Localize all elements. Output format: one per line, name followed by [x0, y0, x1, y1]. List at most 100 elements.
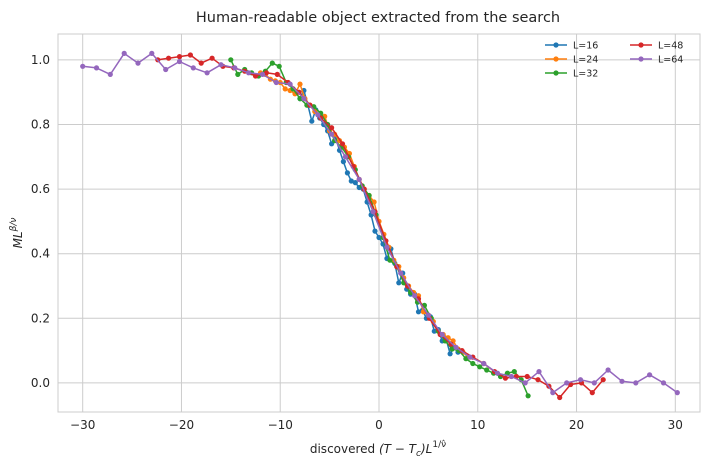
- x-tick-label: −20: [169, 418, 194, 432]
- data-point-l48: [263, 70, 269, 76]
- legend-label: L=32: [573, 69, 598, 80]
- data-point-l64: [149, 50, 155, 57]
- data-point-l64: [342, 154, 348, 160]
- legend-entry-l48: L=48: [630, 41, 683, 52]
- data-point-l64: [536, 369, 542, 375]
- grid: [58, 34, 700, 412]
- data-point-l16: [376, 234, 382, 241]
- data-point-l64: [522, 380, 528, 386]
- legend: L=16 L=24 L=32 L=48 L=64: [545, 41, 683, 80]
- legend-label: L=24: [573, 55, 598, 66]
- data-point-l48: [176, 54, 183, 60]
- data-point-l16: [372, 228, 378, 234]
- data-point-l32: [484, 367, 490, 373]
- x-axis-label: discovered (T − Tc)L1/ν̂: [310, 439, 446, 459]
- data-point-l64: [591, 380, 597, 386]
- data-point-l48: [339, 141, 346, 147]
- x-tick-label: 20: [569, 418, 584, 432]
- data-point-l64: [204, 70, 210, 76]
- data-point-l64: [619, 378, 625, 384]
- data-point-l48: [166, 55, 172, 61]
- y-axis-label: MLβ/ν: [9, 218, 25, 249]
- legend-entry-l24: L=24: [545, 55, 598, 66]
- y-tick-label: 0.2: [31, 311, 50, 325]
- data-point-l64: [647, 372, 653, 378]
- y-tick-label: 0.8: [31, 117, 50, 131]
- legend-label: L=64: [658, 55, 683, 66]
- data-point-l64: [453, 344, 459, 350]
- data-point-l32: [269, 60, 275, 66]
- data-point-l32: [276, 63, 282, 69]
- data-point-l64: [425, 312, 431, 318]
- data-point-l64: [80, 63, 86, 69]
- data-point-l64: [218, 62, 224, 68]
- data-point-l32: [463, 356, 469, 362]
- data-point-l32: [228, 57, 234, 63]
- data-point-l16: [396, 280, 402, 286]
- data-point-l48: [557, 394, 563, 401]
- y-tick-label: 0.4: [31, 247, 50, 261]
- data-point-l32: [511, 369, 517, 375]
- data-point-l16: [415, 309, 422, 315]
- data-point-l24: [297, 81, 303, 87]
- data-point-l64: [508, 373, 514, 380]
- data-point-l64: [121, 50, 127, 57]
- data-point-l32: [449, 346, 455, 352]
- data-point-l48: [524, 373, 530, 380]
- data-point-l64: [494, 370, 501, 376]
- legend-marker: [553, 56, 559, 62]
- y-tick-label: 0.0: [31, 376, 50, 390]
- data-point-l32: [477, 364, 483, 370]
- data-point-l48: [568, 381, 574, 388]
- data-point-l32: [470, 360, 476, 367]
- data-point-l16: [309, 118, 315, 124]
- chart-title: Human-readable object extracted from the…: [196, 10, 560, 26]
- data-point-l64: [232, 65, 238, 71]
- data-point-l64: [674, 390, 680, 396]
- data-point-l64: [605, 367, 611, 373]
- data-point-l48: [448, 341, 454, 347]
- y-tick-label: 1.0: [31, 53, 50, 67]
- data-point-l32: [297, 96, 303, 102]
- legend-marker: [638, 42, 644, 48]
- legend-entry-l16: L=16: [545, 41, 598, 52]
- data-point-l64: [107, 71, 113, 77]
- data-point-l48: [274, 71, 280, 77]
- data-point-l16: [431, 328, 437, 334]
- data-point-l16: [352, 180, 358, 186]
- series-l64: [80, 50, 680, 396]
- data-point-l64: [315, 112, 321, 118]
- data-point-l24: [371, 199, 377, 205]
- data-point-l64: [660, 380, 667, 386]
- x-tick-label: 10: [470, 418, 485, 432]
- data-point-l64: [398, 270, 404, 276]
- x-tick-label: −30: [70, 418, 95, 432]
- data-point-l64: [370, 209, 376, 215]
- data-point-l16: [447, 351, 453, 357]
- data-point-l64: [287, 81, 293, 87]
- data-point-l64: [564, 380, 570, 386]
- legend-marker: [553, 42, 559, 48]
- data-point-l64: [384, 244, 390, 250]
- x-tick-label: −10: [268, 418, 293, 432]
- data-point-l64: [190, 65, 196, 71]
- legend-label: L=16: [573, 41, 598, 52]
- data-point-l48: [502, 375, 508, 381]
- data-point-l48: [209, 55, 215, 61]
- data-point-l64: [439, 331, 445, 338]
- data-point-l48: [600, 377, 606, 383]
- series-l16: [297, 87, 461, 357]
- data-point-l16: [340, 159, 346, 165]
- data-point-l64: [550, 390, 556, 396]
- data-point-l48: [329, 125, 335, 131]
- data-point-l64: [246, 70, 252, 76]
- data-point-l48: [589, 390, 595, 396]
- legend-entry-l32: L=32: [545, 69, 598, 80]
- data-point-l24: [282, 86, 288, 92]
- series-layer: [80, 50, 680, 401]
- data-point-l48: [296, 89, 302, 95]
- data-point-l48: [252, 73, 259, 79]
- x-tick-label: 30: [668, 418, 683, 432]
